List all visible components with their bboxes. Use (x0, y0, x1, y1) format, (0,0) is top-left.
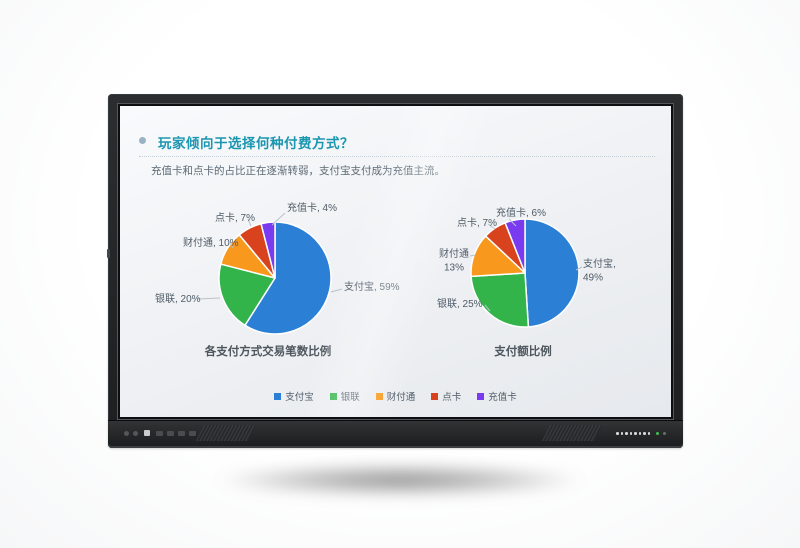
front-button[interactable] (167, 430, 174, 436)
pie-chart-payment-amount: 支付宝, 49% 银联, 25% 财付通 13% 点卡, 7%充值卡, 6% (437, 206, 616, 328)
label-leader-line (197, 297, 221, 300)
side-button[interactable] (107, 249, 110, 258)
label-leader-line (229, 242, 234, 249)
light-sensor-icon (124, 430, 129, 436)
title-bullet-icon (139, 137, 146, 144)
pie-slice-2 (218, 263, 276, 327)
indicator-dot-icon (625, 432, 628, 435)
legend-label: 银联 (340, 392, 360, 403)
bottom-bezel (108, 420, 683, 448)
pie-data-label: 财付通, 10% (183, 236, 239, 249)
indicator-dot-icon (620, 432, 623, 435)
legend-item: 财付通 (375, 389, 416, 403)
legend-item: 银联 (329, 389, 360, 403)
legend-label: 支付宝 (285, 392, 314, 403)
pie-slice-1 (524, 218, 580, 328)
pie-data-label: 13% (444, 263, 464, 274)
indicator-dot-icon (647, 432, 650, 435)
label-leader-line (575, 266, 583, 271)
front-control-buttons (124, 430, 196, 436)
legend-item: 点卡 (431, 389, 461, 403)
legend-swatch-icon (329, 392, 337, 400)
pie-data-label: 支付宝, 59% (344, 280, 400, 293)
legend-item: 支付宝 (274, 389, 314, 403)
pie-data-label: 点卡, 7% (215, 211, 255, 224)
power-led-icon (656, 432, 659, 435)
indicator-dot-icon (643, 432, 646, 435)
slide-title: 玩家倾向于选择何种付费方式？ (158, 136, 354, 151)
pie-data-label: 支付宝, (583, 257, 616, 270)
legend-swatch-icon (477, 392, 485, 400)
indicator-dots (616, 432, 666, 435)
label-leader-line (484, 304, 491, 312)
monitor-frame: 玩家倾向于选择何种付费方式？ 充值卡和点卡的占比正在逐渐转弱，支付宝支付成为充值… (107, 94, 683, 448)
pie-data-label: 财付通 (439, 247, 469, 260)
pie-chart-transaction-count: 支付宝, 59% 银联, 20% 财付通, 10% 点卡, 7% 充值卡, 4% (155, 201, 400, 335)
front-button[interactable] (156, 430, 163, 436)
pie-slice-2 (470, 272, 530, 328)
legend-swatch-icon (431, 392, 439, 400)
speaker-grille-icon (195, 425, 257, 441)
pie-slice-1 (244, 221, 332, 335)
pie-data-label: 充值卡, 4% (287, 201, 337, 214)
screen: 玩家倾向于选择何种付费方式？ 充值卡和点卡的占比正在逐渐转弱，支付宝支付成为充值… (118, 104, 673, 419)
speaker-grille-icon (541, 425, 603, 441)
standby-led-icon (663, 432, 666, 435)
chart-legend: 支付宝 银联 财付通 点卡 充值卡 (120, 389, 671, 403)
legend-label: 充值卡 (488, 392, 517, 403)
pie-data-label: 银联, 25% (437, 297, 483, 310)
chart-title-payment-amount: 支付额比例 (494, 346, 552, 358)
pie-data-label: 点卡, 7% (457, 216, 497, 229)
legend-label: 点卡 (442, 392, 462, 403)
label-leader-line (271, 212, 286, 226)
slide-subtitle: 充值卡和点卡的占比正在逐渐转弱，支付宝支付成为充值主流。 (151, 165, 445, 177)
home-button[interactable] (144, 430, 150, 436)
label-leader-line (487, 223, 496, 230)
front-button[interactable] (189, 430, 196, 436)
legend-swatch-icon (375, 392, 383, 400)
pie-data-label: 银联, 20% (155, 292, 201, 305)
power-button[interactable] (133, 430, 138, 436)
legend-item: 充值卡 (477, 389, 517, 403)
legend-swatch-icon (274, 392, 282, 400)
label-leader-line (330, 288, 343, 293)
indicator-dot-icon (638, 432, 641, 435)
chart-title-transaction-count: 各支付方式交易笔数比例 (204, 346, 332, 358)
pie-data-label: 充值卡, 6% (496, 206, 546, 219)
slide-header: 玩家倾向于选择何种付费方式？ (139, 132, 354, 152)
pie-slice-5 (504, 218, 526, 274)
label-leader-line (247, 218, 252, 227)
legend-label: 财付通 (386, 392, 416, 403)
indicator-dot-icon (616, 432, 619, 435)
pie-data-label: 49% (583, 273, 603, 284)
floor-shadow (205, 462, 595, 498)
indicator-dot-icon (634, 432, 637, 435)
label-leader-line (508, 218, 517, 227)
label-leader-line (469, 254, 476, 257)
front-button[interactable] (178, 430, 185, 436)
indicator-dot-icon (629, 432, 632, 435)
dotted-divider (139, 156, 655, 157)
